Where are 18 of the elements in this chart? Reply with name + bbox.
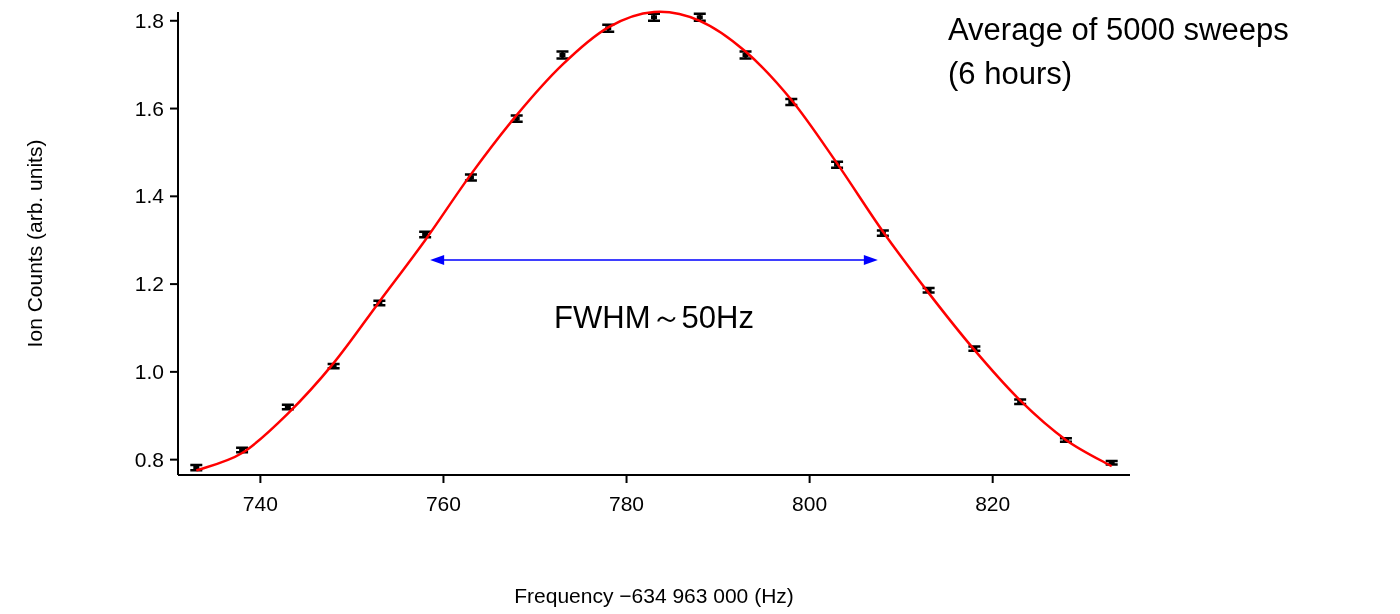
point xyxy=(651,15,657,20)
x-tick-label: 780 xyxy=(609,492,645,515)
point xyxy=(559,53,566,58)
x-tick-label: 800 xyxy=(792,492,828,515)
x-tick-label: 740 xyxy=(242,492,278,515)
y-tick-label: 1.6 xyxy=(134,96,164,120)
y-tick-label: 1.2 xyxy=(134,272,164,296)
point xyxy=(696,15,703,20)
x-tick-label: 820 xyxy=(975,492,1011,515)
x-tick-label: 760 xyxy=(425,492,461,515)
y-tick-label: 1.0 xyxy=(134,359,164,383)
x-axis-title: Frequency −634 963 000 (Hz) xyxy=(514,584,794,607)
y-axis-title: Ion Counts (arb. units) xyxy=(23,139,46,348)
annotation: FWHM～50Hz xyxy=(554,300,754,335)
y-tick-label: 1.8 xyxy=(134,8,164,32)
y-tick-label: 0.8 xyxy=(134,447,164,471)
annotation: Average of 5000 sweeps (6 hours) xyxy=(948,12,1289,91)
y-tick-label: 1.4 xyxy=(134,184,165,208)
